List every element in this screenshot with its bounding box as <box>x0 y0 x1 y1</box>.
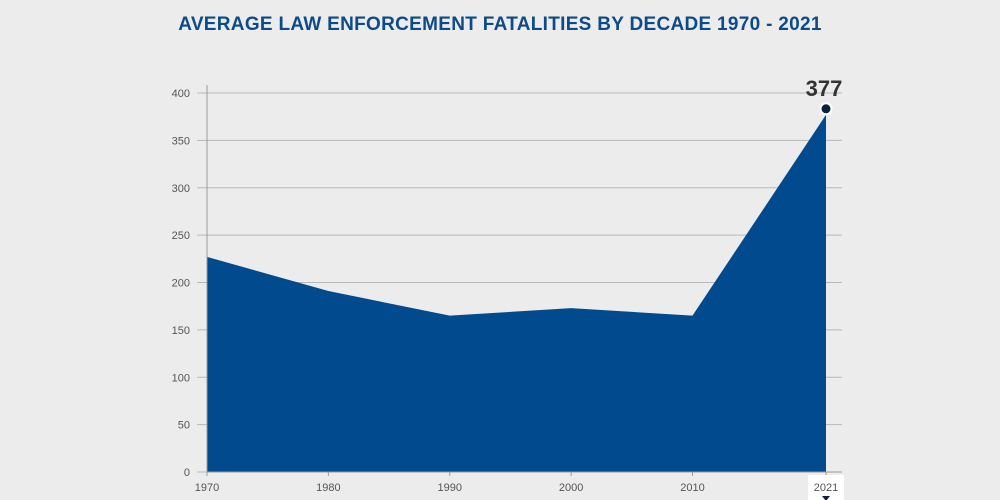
chart-title: AVERAGE LAW ENFORCEMENT FATALITIES BY DE… <box>178 14 822 35</box>
y-tick-label: 150 <box>172 325 190 337</box>
peak-marker <box>819 102 833 116</box>
y-tick-label: 400 <box>172 88 190 100</box>
y-tick-label: 300 <box>172 183 190 195</box>
x-tick-label: 2000 <box>559 482 583 494</box>
highlight-pointer-icon <box>822 496 830 500</box>
peak-value-label: 377 <box>806 76 843 101</box>
axes <box>206 85 842 476</box>
y-tick-label: 0 <box>184 467 190 479</box>
x-tick-label: 1980 <box>316 482 340 494</box>
area-fill <box>207 114 826 472</box>
x-tick-label: 1970 <box>195 482 219 494</box>
area-series <box>207 114 826 472</box>
y-tick-label: 250 <box>172 230 190 242</box>
x-tick-label: 2010 <box>680 482 704 494</box>
y-tick-label: 350 <box>172 135 190 147</box>
y-tick-label: 50 <box>178 420 190 432</box>
highlight-label-box <box>808 475 844 500</box>
x-tick-label: 1990 <box>438 482 462 494</box>
y-tick-label: 100 <box>172 372 190 384</box>
highlight-x-label: 2021 <box>814 482 838 494</box>
peak-highlight: 2021 377 <box>806 76 844 500</box>
y-tick-label: 200 <box>172 278 190 290</box>
